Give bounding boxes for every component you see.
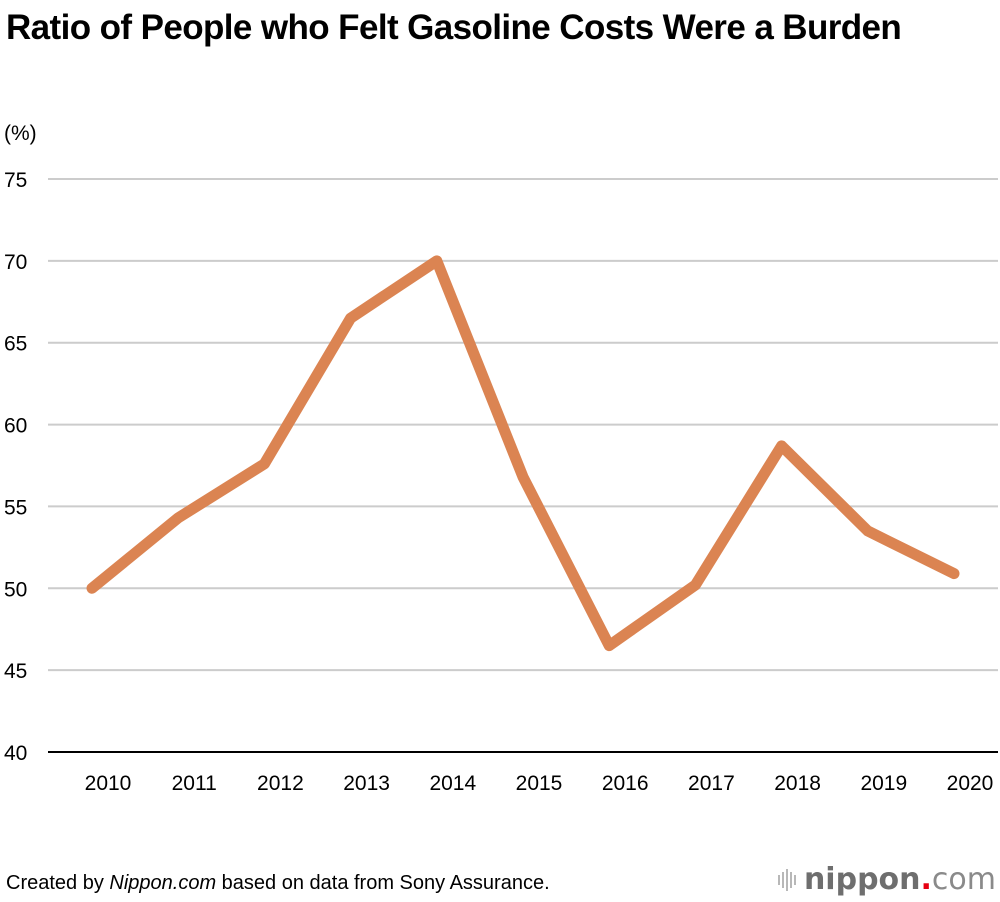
logo-dot: . (920, 862, 932, 897)
x-axis-ticks: 2010 2011 2012 2013 2014 2015 2016 2017 2018 2019… (85, 772, 994, 795)
sound-wave-icon (777, 868, 796, 891)
y-axis-ticks: 40 45 50 55 60 65 70 75 (4, 169, 27, 765)
x-tick-label: 2016 (602, 772, 649, 795)
series-group (86, 255, 960, 652)
x-tick-label: 2017 (688, 772, 735, 795)
x-tick-label: 2015 (516, 772, 563, 795)
y-tick-label: 60 (4, 415, 27, 438)
credit-site: Nippon.com (109, 872, 217, 894)
x-tick-label: 2019 (860, 772, 907, 795)
x-tick-label: 2011 (172, 772, 217, 795)
y-tick-label: 75 (4, 169, 27, 192)
x-tick-label: 2018 (774, 772, 821, 795)
y-tick-label: 65 (4, 333, 27, 356)
credit-prefix: Created by (6, 872, 110, 894)
chart-title: Ratio of People who Felt Gasoline Costs … (6, 8, 902, 47)
y-tick-label: 40 (4, 742, 27, 765)
logo-tld: com (931, 862, 996, 897)
x-tick-label: 2020 (947, 772, 994, 795)
credit-suffix: based on data from Sony Assurance. (216, 872, 550, 894)
y-tick-label: 55 (4, 496, 27, 519)
y-tick-label: 70 (4, 251, 27, 274)
logo-name: nippon (803, 862, 921, 897)
x-tick-label: 2014 (429, 772, 476, 795)
y-axis-unit-label: (%) (4, 122, 37, 145)
x-tick-label: 2013 (343, 772, 390, 795)
nippon-logo: nippon.com (777, 862, 996, 897)
x-tick-label: 2010 (85, 772, 132, 795)
source-credit: Created by Nippon.com based on data from… (6, 872, 550, 895)
x-tick-label: 2012 (257, 772, 304, 795)
y-tick-label: 50 (4, 578, 27, 601)
y-tick-label: 45 (4, 660, 27, 683)
